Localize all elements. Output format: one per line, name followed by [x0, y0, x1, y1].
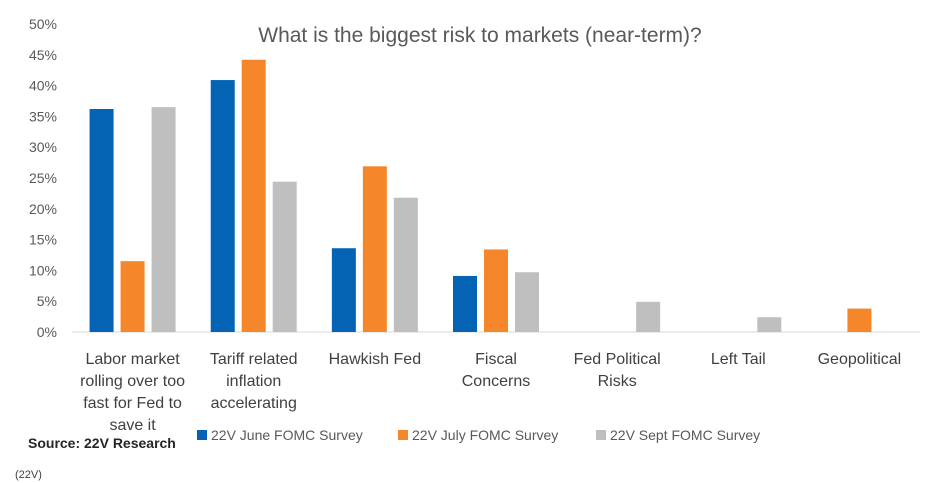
legend-swatch — [596, 430, 606, 440]
bar — [757, 317, 782, 332]
x-tick-label-line: Hawkish Fed — [329, 351, 421, 368]
x-tick-label-line: accelerating — [211, 395, 297, 412]
x-tick-label-line: Risks — [598, 373, 637, 390]
bar — [210, 80, 235, 332]
y-tick-label: 35% — [29, 108, 57, 124]
x-tick-label-line: Tariff related — [210, 351, 298, 368]
x-tick-label: Left Tail — [711, 351, 766, 368]
legend-swatch — [197, 430, 207, 440]
x-tick-label-line: inflation — [226, 373, 281, 390]
bar — [120, 261, 145, 332]
y-tick-label: 10% — [29, 262, 57, 278]
bar — [393, 197, 418, 332]
bar — [362, 166, 387, 332]
bars — [89, 59, 872, 333]
legend-swatch — [398, 430, 408, 440]
bar — [272, 181, 297, 332]
x-axis-labels: Labor market rolling over too fast for Fed… — [80, 351, 901, 434]
bar — [331, 248, 356, 332]
x-tick-label: Tariff related inflation accelerating — [210, 351, 298, 412]
y-axis: 0% 5% 10% 15% 20% 25% 30% 35% 40% 45% 50% — [29, 16, 57, 340]
bar — [89, 109, 114, 333]
y-tick-label: 25% — [29, 170, 57, 186]
source-label: Source: 22V Research — [28, 435, 176, 451]
x-tick-label: Fiscal Concerns — [462, 351, 530, 390]
x-tick-label-line: Fiscal — [475, 351, 517, 368]
legend-label: 22V Sept FOMC Survey — [610, 427, 760, 443]
image-caption: (22V) — [15, 469, 42, 481]
bar — [151, 107, 176, 332]
x-tick-label: Geopolitical — [818, 351, 902, 368]
bar — [241, 59, 266, 333]
bar — [484, 249, 508, 332]
bar — [847, 308, 872, 332]
x-tick-label-line: save it — [109, 417, 156, 434]
bar — [515, 272, 539, 332]
x-tick-label: Labor market rolling over too fast for Fed… — [80, 351, 185, 434]
legend-label: 22V June FOMC Survey — [211, 427, 363, 443]
x-tick-label-line: Fed Political — [574, 351, 661, 368]
y-tick-label: 30% — [29, 139, 57, 155]
y-tick-label: 50% — [29, 16, 57, 32]
y-tick-label: 45% — [29, 47, 57, 63]
x-tick-label-line: rolling over too — [80, 373, 185, 390]
y-tick-label: 0% — [37, 324, 57, 340]
bar — [636, 301, 661, 332]
x-tick-label-line: Geopolitical — [818, 351, 902, 368]
chart-title: What is the biggest risk to markets (nea… — [258, 24, 701, 47]
y-tick-label: 40% — [29, 78, 57, 94]
y-tick-label: 5% — [37, 293, 57, 309]
x-tick-label-line: Concerns — [462, 373, 530, 390]
legend-label: 22V July FOMC Survey — [412, 427, 558, 443]
x-tick-label-line: Left Tail — [711, 351, 766, 368]
y-tick-label: 20% — [29, 201, 57, 217]
x-tick-label: Fed Political Risks — [574, 351, 661, 390]
bar — [453, 275, 477, 332]
x-tick-label: Hawkish Fed — [329, 351, 421, 368]
x-tick-label-line: Labor market — [85, 351, 180, 368]
y-tick-label: 15% — [29, 232, 57, 248]
legend: 22V June FOMC Survey 22V July FOMC Survey… — [197, 427, 760, 443]
x-tick-label-line: fast for Fed to — [83, 395, 182, 412]
